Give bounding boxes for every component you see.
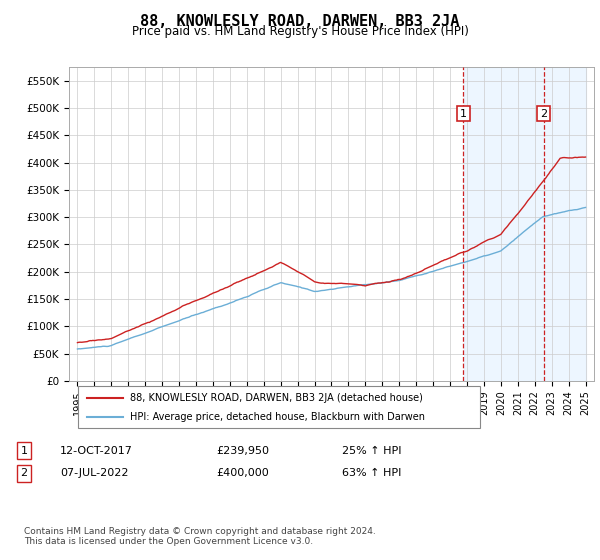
- Text: Contains HM Land Registry data © Crown copyright and database right 2024.
This d: Contains HM Land Registry data © Crown c…: [24, 526, 376, 546]
- Text: 2: 2: [20, 468, 28, 478]
- Text: 1: 1: [20, 446, 28, 456]
- Text: 1: 1: [460, 109, 467, 119]
- Text: 07-JUL-2022: 07-JUL-2022: [60, 468, 128, 478]
- Text: £239,950: £239,950: [216, 446, 269, 456]
- Text: 88, KNOWLESLY ROAD, DARWEN, BB3 2JA: 88, KNOWLESLY ROAD, DARWEN, BB3 2JA: [140, 14, 460, 29]
- Text: 2: 2: [540, 109, 547, 119]
- Text: £400,000: £400,000: [216, 468, 269, 478]
- Text: 12-OCT-2017: 12-OCT-2017: [60, 446, 133, 456]
- Text: 63% ↑ HPI: 63% ↑ HPI: [342, 468, 401, 478]
- Text: Price paid vs. HM Land Registry's House Price Index (HPI): Price paid vs. HM Land Registry's House …: [131, 25, 469, 38]
- Text: 25% ↑ HPI: 25% ↑ HPI: [342, 446, 401, 456]
- Text: 88, KNOWLESLY ROAD, DARWEN, BB3 2JA (detached house): 88, KNOWLESLY ROAD, DARWEN, BB3 2JA (det…: [130, 393, 423, 403]
- Text: HPI: Average price, detached house, Blackburn with Darwen: HPI: Average price, detached house, Blac…: [130, 412, 425, 422]
